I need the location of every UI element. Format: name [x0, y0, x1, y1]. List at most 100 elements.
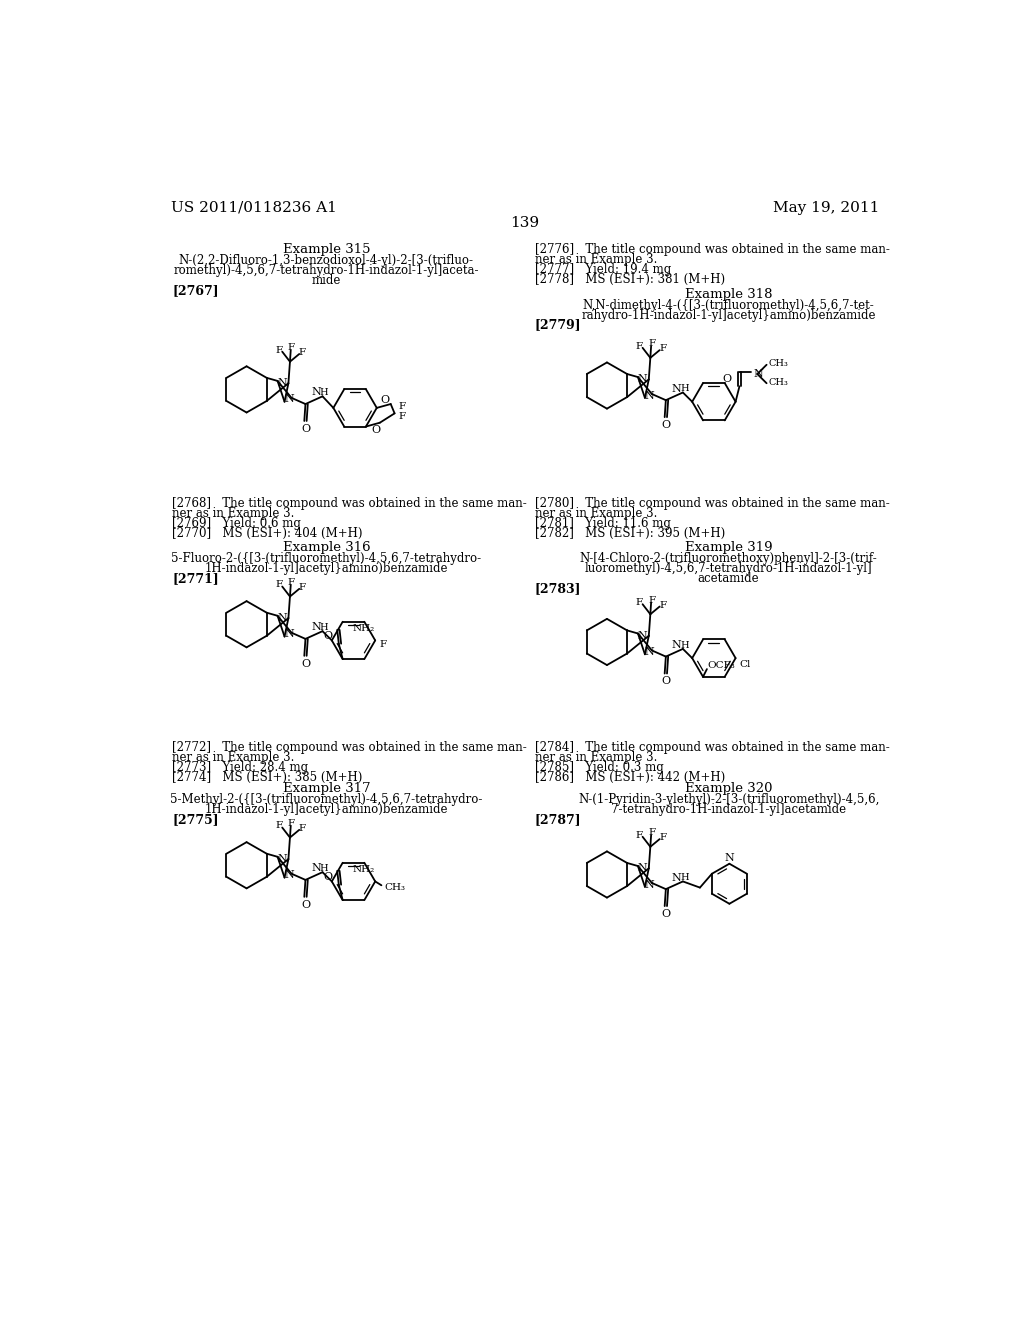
Text: Example 315: Example 315 [283, 243, 370, 256]
Text: [2787]: [2787] [535, 813, 582, 826]
Text: mide: mide [311, 275, 341, 286]
Text: N: N [311, 863, 321, 874]
Text: H: H [319, 863, 329, 873]
Text: N: N [311, 388, 321, 397]
Text: romethyl)-4,5,6,7-tetrahydro-1H-indazol-1-yl]aceta-: romethyl)-4,5,6,7-tetrahydro-1H-indazol-… [174, 264, 479, 277]
Text: [2779]: [2779] [535, 318, 582, 331]
Text: N: N [285, 630, 294, 639]
Text: F: F [379, 640, 386, 648]
Text: [2777]   Yield: 19.4 mg: [2777] Yield: 19.4 mg [535, 263, 671, 276]
Text: F: F [288, 820, 295, 828]
Text: N: N [672, 384, 681, 393]
Text: F: F [398, 412, 406, 421]
Text: N-(2,2-Difluoro-1,3-benzodioxol-4-yl)-2-[3-(trifluo-: N-(2,2-Difluoro-1,3-benzodioxol-4-yl)-2-… [179, 253, 474, 267]
Text: [2768]   The title compound was obtained in the same man-: [2768] The title compound was obtained i… [172, 498, 527, 511]
Text: [2785]   Yield: 0.3 mg: [2785] Yield: 0.3 mg [535, 762, 664, 775]
Text: ner as in Example 3.: ner as in Example 3. [172, 751, 295, 764]
Text: F: F [398, 401, 406, 411]
Text: [2772]   The title compound was obtained in the same man-: [2772] The title compound was obtained i… [172, 742, 527, 754]
Text: [2782]   MS (ESI+): 395 (M+H): [2782] MS (ESI+): 395 (M+H) [535, 527, 725, 540]
Text: rahydro-1H-indazol-1-yl]acetyl}amino)benzamide: rahydro-1H-indazol-1-yl]acetyl}amino)ben… [582, 309, 876, 322]
Text: N: N [645, 647, 654, 657]
Text: F: F [288, 578, 295, 587]
Text: [2775]: [2775] [172, 813, 219, 826]
Text: [2783]: [2783] [535, 582, 582, 595]
Text: N: N [285, 395, 294, 404]
Text: N: N [754, 370, 763, 379]
Text: F: F [659, 833, 667, 842]
Text: [2778]   MS (ESI+): 381 (M+H): [2778] MS (ESI+): 381 (M+H) [535, 273, 725, 286]
Text: NH₂: NH₂ [352, 865, 375, 874]
Text: O: O [301, 659, 310, 668]
Text: US 2011/0118236 A1: US 2011/0118236 A1 [171, 201, 337, 215]
Text: O: O [662, 676, 671, 686]
Text: H: H [680, 640, 689, 649]
Text: F: F [636, 342, 643, 351]
Text: Example 318: Example 318 [685, 288, 772, 301]
Text: O: O [372, 425, 381, 436]
Text: N: N [278, 854, 287, 865]
Text: O: O [324, 873, 333, 882]
Text: [2776]   The title compound was obtained in the same man-: [2776] The title compound was obtained i… [535, 243, 890, 256]
Text: ner as in Example 3.: ner as in Example 3. [172, 507, 295, 520]
Text: N: N [638, 631, 647, 640]
Text: N: N [645, 879, 654, 890]
Text: luoromethyl)-4,5,6,7-tetrahydro-1H-indazol-1-yl]: luoromethyl)-4,5,6,7-tetrahydro-1H-indaz… [585, 562, 872, 576]
Text: N: N [285, 870, 294, 880]
Text: Example 319: Example 319 [685, 541, 772, 554]
Text: N: N [638, 863, 647, 874]
Text: [2770]   MS (ESI+): 404 (M+H): [2770] MS (ESI+): 404 (M+H) [172, 527, 362, 540]
Text: ner as in Example 3.: ner as in Example 3. [535, 507, 657, 520]
Text: [2774]   MS (ESI+): 385 (M+H): [2774] MS (ESI+): 385 (M+H) [172, 771, 362, 784]
Text: H: H [319, 388, 329, 397]
Text: May 19, 2011: May 19, 2011 [773, 201, 880, 215]
Text: Example 320: Example 320 [685, 781, 772, 795]
Text: 139: 139 [510, 216, 540, 230]
Text: F: F [275, 581, 283, 590]
Text: N: N [311, 622, 321, 632]
Text: [2784]   The title compound was obtained in the same man-: [2784] The title compound was obtained i… [535, 742, 890, 754]
Text: Example 317: Example 317 [283, 781, 371, 795]
Text: O: O [662, 908, 671, 919]
Text: F: F [288, 343, 295, 352]
Text: NH₂: NH₂ [352, 624, 375, 632]
Text: N: N [672, 640, 681, 649]
Text: F: F [659, 601, 667, 610]
Text: H: H [680, 384, 689, 393]
Text: 1H-indazol-1-yl]acetyl}amino)benzamide: 1H-indazol-1-yl]acetyl}amino)benzamide [205, 562, 449, 576]
Text: Example 316: Example 316 [283, 541, 371, 554]
Text: F: F [275, 346, 283, 355]
Text: N: N [672, 873, 681, 883]
Text: CH₃: CH₃ [384, 883, 406, 892]
Text: O: O [380, 395, 389, 405]
Text: CH₃: CH₃ [768, 359, 788, 368]
Text: [2781]   Yield: 11.6 mg: [2781] Yield: 11.6 mg [535, 517, 671, 531]
Text: F: F [636, 598, 643, 607]
Text: 7-tetrahydro-1H-indazol-1-yl]acetamide: 7-tetrahydro-1H-indazol-1-yl]acetamide [611, 803, 846, 816]
Text: F: F [659, 345, 667, 352]
Text: ner as in Example 3.: ner as in Example 3. [535, 751, 657, 764]
Text: N: N [278, 379, 287, 388]
Text: [2786]   MS (ESI+): 442 (M+H): [2786] MS (ESI+): 442 (M+H) [535, 771, 725, 784]
Text: O: O [723, 374, 732, 384]
Text: F: F [648, 829, 655, 837]
Text: F: F [299, 583, 306, 591]
Text: F: F [299, 824, 306, 833]
Text: O: O [301, 424, 310, 434]
Text: 5-Fluoro-2-({[3-(trifluoromethyl)-4,5,6,7-tetrahydro-: 5-Fluoro-2-({[3-(trifluoromethyl)-4,5,6,… [171, 552, 481, 565]
Text: N-[4-Chloro-2-(trifluoromethoxy)phenyl]-2-[3-(trif-: N-[4-Chloro-2-(trifluoromethoxy)phenyl]-… [580, 552, 878, 565]
Text: N-(1-Pyridin-3-ylethyl)-2-[3-(trifluoromethyl)-4,5,6,: N-(1-Pyridin-3-ylethyl)-2-[3-(trifluorom… [578, 793, 880, 807]
Text: N,N-dimethyl-4-({[3-(trifluoromethyl)-4,5,6,7-tet-: N,N-dimethyl-4-({[3-(trifluoromethyl)-4,… [583, 298, 874, 312]
Text: Cl: Cl [739, 660, 751, 669]
Text: CH₃: CH₃ [768, 378, 788, 387]
Text: N: N [638, 375, 647, 384]
Text: F: F [299, 348, 306, 356]
Text: O: O [301, 899, 310, 909]
Text: F: F [275, 821, 283, 830]
Text: H: H [680, 873, 689, 882]
Text: OCF₃: OCF₃ [707, 661, 734, 669]
Text: N: N [278, 612, 287, 623]
Text: 5-Methyl-2-({[3-(trifluoromethyl)-4,5,6,7-tetrahydro-: 5-Methyl-2-({[3-(trifluoromethyl)-4,5,6,… [170, 793, 482, 807]
Text: 1H-indazol-1-yl]acetyl}amino)benzamide: 1H-indazol-1-yl]acetyl}amino)benzamide [205, 803, 449, 816]
Text: F: F [648, 339, 655, 348]
